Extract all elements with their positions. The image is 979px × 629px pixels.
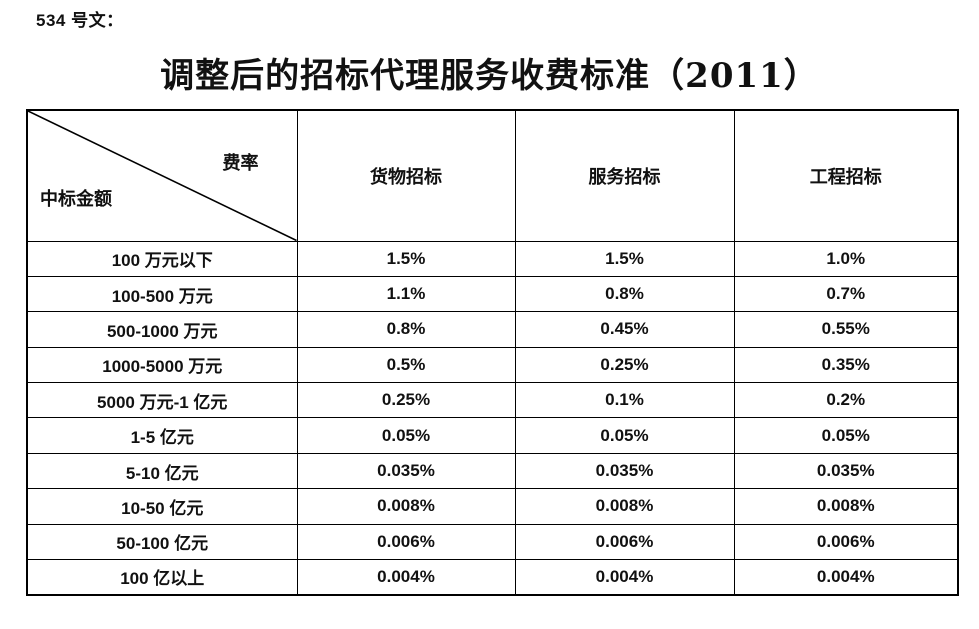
fee-table: 费率 中标金额 货物招标 服务招标 工程招标 100 万元以下 1.5% 1.5% 1.0… — [26, 109, 959, 596]
fee-cell: 1.5% — [514, 240, 735, 277]
table-row: 1000-5000 万元 0.5% 0.25% 0.35% — [26, 346, 959, 384]
fee-cell: 0.008% — [296, 488, 516, 525]
corner-label-rate: 费率 — [222, 153, 259, 174]
row-label: 10-50 亿元 — [26, 488, 298, 525]
fee-cell: 0.004% — [296, 559, 516, 596]
column-header-0: 货物招标 — [296, 109, 516, 242]
row-label: 5000 万元-1 亿元 — [26, 382, 298, 419]
table-row: 1-5 亿元 0.05% 0.05% 0.05% — [26, 417, 959, 454]
fee-cell: 0.05% — [296, 417, 516, 454]
table-row: 100-500 万元 1.1% 0.8% 0.7% — [26, 275, 959, 313]
table-row: 100 万元以下 1.5% 1.5% 1.0% — [26, 240, 959, 277]
column-header-1: 服务招标 — [514, 109, 735, 242]
fee-cell: 0.006% — [296, 523, 516, 561]
fee-cell: 0.004% — [514, 559, 735, 596]
fee-cell: 0.5% — [296, 346, 516, 384]
table-row: 500-1000 万元 0.8% 0.45% 0.55% — [26, 311, 959, 348]
fee-cell: 0.035% — [514, 452, 735, 490]
fee-cell: 0.2% — [733, 382, 959, 419]
fee-cell: 0.7% — [733, 275, 959, 313]
fee-cell: 0.05% — [733, 417, 959, 454]
fee-cell: 0.45% — [514, 311, 735, 348]
fee-cell: 0.25% — [514, 346, 735, 384]
table-corner-cell: 费率 中标金额 — [26, 109, 298, 242]
fee-cell: 0.05% — [514, 417, 735, 454]
fee-cell: 0.8% — [296, 311, 516, 348]
row-label: 1000-5000 万元 — [26, 346, 298, 384]
fee-cell: 0.8% — [514, 275, 735, 313]
row-label: 100 亿以上 — [26, 559, 298, 596]
fee-cell: 0.25% — [296, 382, 516, 419]
table-row: 5000 万元-1 亿元 0.25% 0.1% 0.2% — [26, 382, 959, 419]
table-row: 100 亿以上 0.004% 0.004% 0.004% — [26, 559, 959, 596]
fee-cell: 0.004% — [733, 559, 959, 596]
fee-cell: 0.55% — [733, 311, 959, 348]
fee-cell: 0.008% — [514, 488, 735, 525]
fee-cell: 1.1% — [296, 275, 516, 313]
diagonal-divider-line — [28, 111, 297, 241]
row-label: 100 万元以下 — [26, 240, 298, 277]
row-label: 1-5 亿元 — [26, 417, 298, 454]
row-label: 500-1000 万元 — [26, 311, 298, 348]
fee-cell: 0.035% — [296, 452, 516, 490]
row-label: 5-10 亿元 — [26, 452, 298, 490]
row-label: 50-100 亿元 — [26, 523, 298, 561]
table-header-row: 费率 中标金额 货物招标 服务招标 工程招标 — [26, 109, 959, 242]
row-label: 100-500 万元 — [26, 275, 298, 313]
fee-cell: 0.1% — [514, 382, 735, 419]
fee-cell: 0.35% — [733, 346, 959, 384]
page-title: 调整后的招标代理服务收费标准（2011） — [160, 56, 819, 96]
corner-label-amount: 中标金额 — [40, 188, 112, 210]
fee-cell: 1.0% — [733, 240, 959, 277]
fee-cell: 0.006% — [733, 523, 959, 561]
table-body: 100 万元以下 1.5% 1.5% 1.0% 100-500 万元 1.1% 0.8% 0.… — [26, 240, 959, 596]
doc-number-label: 534 号文： — [36, 11, 124, 30]
fee-cell: 1.5% — [296, 240, 516, 277]
fee-cell: 0.006% — [514, 523, 735, 561]
column-header-2: 工程招标 — [733, 109, 959, 242]
table-row: 5-10 亿元 0.035% 0.035% 0.035% — [26, 452, 959, 490]
table-row: 50-100 亿元 0.006% 0.006% 0.006% — [26, 523, 959, 561]
table-row: 10-50 亿元 0.008% 0.008% 0.008% — [26, 488, 959, 525]
fee-cell: 0.035% — [733, 452, 959, 490]
fee-cell: 0.008% — [733, 488, 959, 525]
